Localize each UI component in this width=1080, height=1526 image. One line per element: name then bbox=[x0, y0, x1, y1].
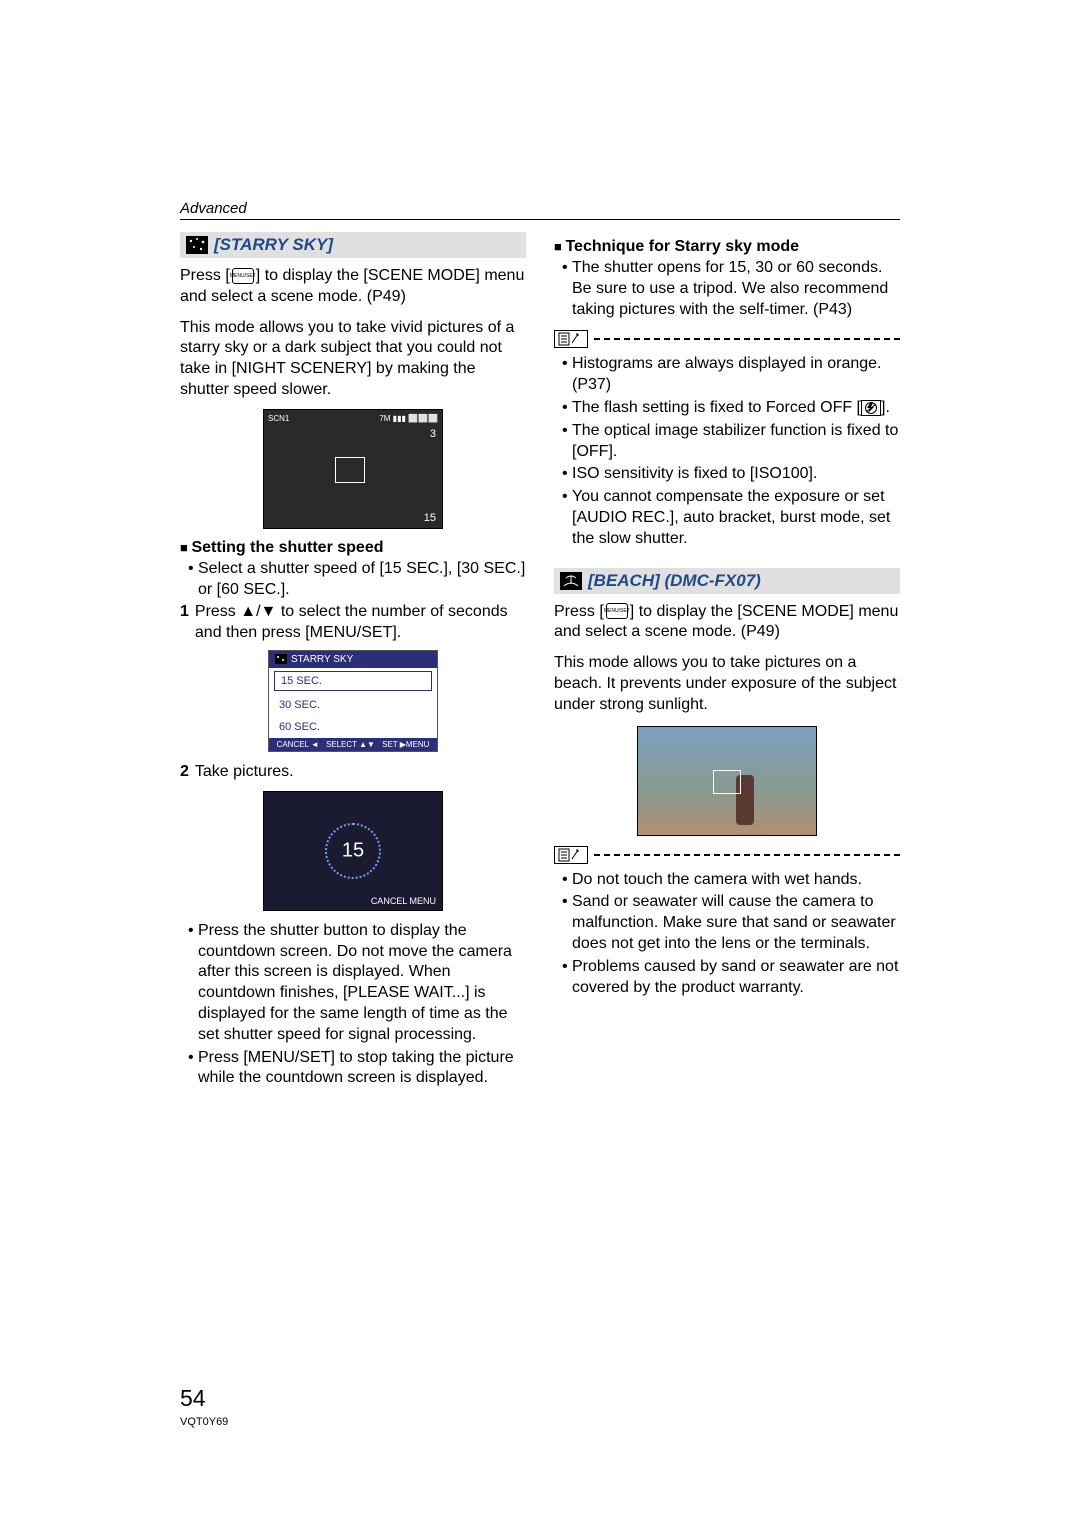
step-2: 2 Take pictures. bbox=[180, 762, 526, 783]
beach-icon bbox=[560, 572, 582, 590]
beach-desc: This mode allows you to take pictures on… bbox=[554, 653, 900, 715]
after-bullet-2: Press [MENU/SET] to stop taking the pict… bbox=[188, 1048, 526, 1090]
left-column: [STARRY SKY] Press [MENU/SET] to display… bbox=[180, 232, 526, 1091]
menu-foot-set: SET ▶MENU bbox=[382, 740, 429, 749]
lcd-countdown: 15 CANCEL MENU bbox=[263, 791, 443, 911]
note-2-pre: The flash setting is fixed to Forced OFF… bbox=[572, 399, 861, 416]
menu-item-30: 30 SEC. bbox=[269, 694, 437, 716]
note-icon bbox=[554, 330, 588, 348]
note-separator-1 bbox=[554, 330, 900, 348]
step-1-num: 1 bbox=[180, 602, 189, 644]
after-bullet-1: Press the shutter button to display the … bbox=[188, 921, 526, 1046]
note-icon bbox=[554, 846, 588, 864]
starry-sky-icon bbox=[186, 236, 208, 254]
page-number: 54 bbox=[180, 1385, 206, 1412]
dashes bbox=[594, 854, 900, 856]
note-1: Histograms are always displayed in orang… bbox=[562, 354, 900, 396]
menu-head-text: STARRY SKY bbox=[291, 654, 353, 665]
menu-set-icon: MENU/SET bbox=[606, 603, 628, 619]
lcd-top-right: 7M ▮▮▮ ⬜⬜⬜ bbox=[379, 414, 438, 423]
step-1-text: Press ▲/▼ to select the number of second… bbox=[195, 602, 526, 644]
lcd-preview-starry: SCN1 7M ▮▮▮ ⬜⬜⬜ 3 15 bbox=[263, 409, 443, 529]
lcd-sec: 15 bbox=[424, 512, 436, 524]
starry-desc: This mode allows you to take vivid pictu… bbox=[180, 318, 526, 401]
intro-pre: Press [ bbox=[180, 267, 230, 284]
note-4: ISO sensitivity is fixed to [ISO100]. bbox=[562, 464, 900, 485]
menu-item-15: 15 SEC. bbox=[274, 671, 432, 691]
countdown-number: 15 bbox=[342, 839, 364, 862]
lcd-focus-box bbox=[335, 457, 365, 483]
note-3: The optical image stabilizer function is… bbox=[562, 421, 900, 463]
step-2-num: 2 bbox=[180, 762, 189, 783]
starry-sky-title: [STARRY SKY] bbox=[214, 235, 333, 255]
beach-focus-box bbox=[713, 770, 741, 794]
beach-note-3: Problems caused by sand or seawater are … bbox=[562, 957, 900, 999]
menu-set-icon: MENU/SET bbox=[232, 268, 254, 284]
section-header: Advanced bbox=[180, 200, 900, 217]
starry-sky-title-bar: [STARRY SKY] bbox=[180, 232, 526, 258]
section-rule bbox=[180, 219, 900, 220]
beach-title-bar: [BEACH] (DMC-FX07) bbox=[554, 568, 900, 594]
beach-note-1: Do not touch the camera with wet hands. bbox=[562, 870, 900, 891]
menu-item-60: 60 SEC. bbox=[269, 716, 437, 738]
step-1: 1 Press ▲/▼ to select the number of seco… bbox=[180, 602, 526, 644]
menu-foot-cancel: CANCEL ◄ bbox=[277, 740, 319, 749]
starry-menu-box: STARRY SKY 15 SEC. 30 SEC. 60 SEC. CANCE… bbox=[268, 650, 438, 752]
beach-note-2: Sand or seawater will cause the camera t… bbox=[562, 892, 900, 954]
starry-intro: Press [MENU/SET] to display the [SCENE M… bbox=[180, 266, 526, 308]
lcd-count: 3 bbox=[430, 428, 436, 440]
right-column: Technique for Starry sky mode The shutte… bbox=[554, 232, 900, 1091]
beach-intro: Press [MENU/SET] to display the [SCENE M… bbox=[554, 602, 900, 644]
lcd-top-left: SCN1 bbox=[268, 414, 289, 423]
beach-intro-pre: Press [ bbox=[554, 603, 604, 620]
note-5: You cannot compensate the exposure or se… bbox=[562, 487, 900, 549]
step-2-text: Take pictures. bbox=[195, 762, 294, 783]
note-separator-2 bbox=[554, 846, 900, 864]
flash-off-icon bbox=[861, 400, 881, 416]
technique-heading: Technique for Starry sky mode bbox=[554, 238, 900, 256]
dashes bbox=[594, 338, 900, 340]
lcd-preview-beach bbox=[637, 726, 817, 836]
note-2: The flash setting is fixed to Forced OFF… bbox=[562, 398, 900, 419]
note-2-post: ]. bbox=[881, 399, 890, 416]
countdown-cancel: CANCEL MENU bbox=[371, 896, 436, 906]
menu-foot-select: SELECT ▲▼ bbox=[326, 740, 375, 749]
document-id: VQT0Y69 bbox=[180, 1416, 228, 1428]
menu-head: STARRY SKY bbox=[269, 651, 437, 668]
menu-foot: CANCEL ◄ SELECT ▲▼ SET ▶MENU bbox=[269, 738, 437, 751]
shutter-bullet: Select a shutter speed of [15 SEC.], [30… bbox=[188, 559, 526, 601]
beach-title: [BEACH] (DMC-FX07) bbox=[588, 571, 761, 591]
technique-bullet: The shutter opens for 15, 30 or 60 secon… bbox=[562, 258, 900, 320]
shutter-speed-heading: Setting the shutter speed bbox=[180, 539, 526, 557]
